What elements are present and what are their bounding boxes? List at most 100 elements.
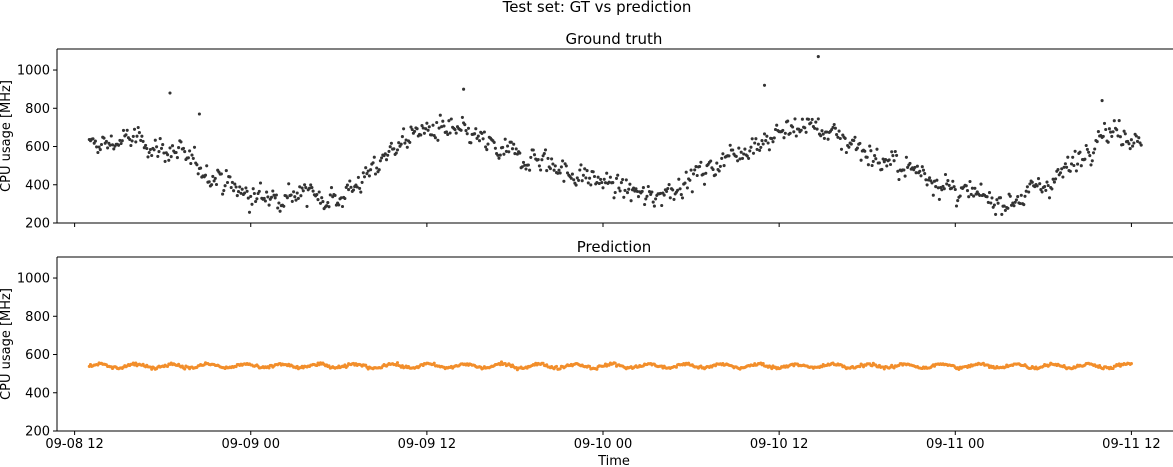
ground-truth-point: [558, 171, 562, 175]
ground-truth-point: [570, 172, 574, 176]
ground-truth-point: [662, 193, 666, 197]
ground-truth-point: [623, 188, 627, 192]
prediction-point: [870, 364, 874, 368]
ground-truth-point: [652, 204, 656, 208]
ground-truth-point: [329, 186, 334, 190]
ground-truth-point: [1076, 162, 1080, 166]
ground-truth-point: [813, 126, 817, 130]
ground-truth-point: [649, 192, 653, 196]
ground-truth-point: [1123, 132, 1127, 136]
ground-truth-point: [772, 136, 776, 140]
ground-truth-point: [660, 203, 664, 208]
ground-truth-point: [658, 191, 663, 195]
ground-truth-point: [950, 186, 954, 190]
prediction-point: [858, 365, 862, 369]
ground-truth-point: [1111, 130, 1115, 134]
ground-truth-point: [825, 130, 829, 134]
ground-truth-point: [464, 129, 468, 133]
figure-suptitle: Test set: GT vs prediction: [502, 0, 692, 16]
ground-truth-point: [1039, 188, 1043, 192]
ground-truth-point: [581, 173, 585, 177]
ground-truth-point: [371, 161, 375, 165]
ground-truth-point: [430, 133, 434, 137]
ground-truth-x-axis: [74, 223, 1132, 227]
ground-truth-point: [486, 142, 490, 146]
ground-truth-point: [442, 124, 446, 128]
ground-truth-point: [265, 190, 269, 194]
ground-truth-point: [679, 193, 683, 197]
ground-truth-point: [441, 119, 445, 123]
ground-truth-point: [285, 196, 289, 200]
ground-truth-point: [137, 131, 141, 135]
ground-truth-point: [624, 178, 628, 182]
ground-truth-point: [751, 151, 756, 155]
ground-truth-point: [677, 177, 681, 181]
ground-truth-point: [628, 182, 632, 186]
ground-truth-point: [289, 193, 293, 197]
ground-truth-point: [277, 201, 281, 205]
ground-truth-point: [564, 164, 568, 168]
ground-truth-point: [552, 168, 556, 172]
ground-truth-point: [740, 156, 745, 160]
ground-truth-point: [465, 132, 469, 136]
ground-truth-point: [951, 179, 955, 183]
ground-truth-point: [349, 185, 353, 189]
ground-truth-point: [359, 190, 363, 194]
ground-truth-point: [421, 126, 425, 130]
ground-truth-point: [136, 125, 140, 130]
x-tick-label: 09-09 00: [222, 437, 280, 452]
ground-truth-point: [380, 156, 384, 160]
ground-truth-point: [1009, 203, 1014, 207]
ground-truth-point: [816, 117, 820, 121]
ground-truth-point: [766, 141, 770, 145]
ground-truth-point: [599, 177, 603, 181]
prediction-ylabel: CPU usage [MHz]: [0, 288, 14, 400]
ground-truth-point: [377, 168, 381, 172]
ground-truth-point: [613, 190, 617, 195]
prediction-point: [267, 366, 271, 370]
ground-truth-point: [701, 172, 705, 176]
ground-truth-point: [720, 156, 724, 160]
ground-truth-point: [969, 192, 973, 196]
ground-truth-point: [213, 176, 217, 180]
ground-truth-point: [431, 123, 435, 127]
ground-truth-point: [504, 149, 508, 153]
ground-truth-point: [965, 189, 970, 193]
ground-truth-point: [1087, 150, 1091, 154]
ground-truth-point: [481, 137, 485, 141]
ground-truth-point: [820, 129, 824, 133]
ground-truth-point: [698, 164, 702, 169]
ground-truth-point: [699, 160, 703, 164]
ground-truth-point: [1068, 169, 1072, 173]
ground-truth-point: [273, 196, 277, 200]
ground-truth-point: [557, 168, 561, 172]
ground-truth-point: [463, 123, 467, 127]
ground-truth-point: [896, 169, 900, 173]
ground-truth-point: [163, 159, 167, 163]
ground-truth-point: [941, 184, 945, 188]
ground-truth-point: [667, 183, 671, 187]
ground-truth-point: [301, 189, 305, 193]
ground-truth-point: [96, 150, 100, 155]
ground-truth-point: [321, 200, 325, 204]
ground-truth-point: [614, 176, 619, 180]
ground-truth-point: [550, 157, 554, 161]
ground-truth-point: [616, 173, 620, 177]
ground-truth-point: [952, 185, 956, 189]
ground-truth-point: [250, 202, 254, 206]
prediction-points: [87, 360, 1133, 372]
ground-truth-point: [513, 152, 517, 156]
ground-truth-point: [572, 178, 576, 182]
ground-truth-point: [188, 149, 192, 153]
ground-truth-point: [255, 197, 259, 201]
ground-truth-point: [426, 128, 430, 132]
ground-truth-point: [156, 154, 160, 158]
ground-truth-point: [871, 159, 875, 163]
prediction-point: [134, 361, 138, 365]
prediction-point: [986, 363, 990, 367]
ground-truth-point: [875, 147, 879, 151]
ground-truth-point: [118, 138, 122, 142]
ground-truth-point: [147, 150, 151, 155]
ground-truth-point: [930, 181, 934, 185]
y-tick-label: 600: [25, 140, 50, 155]
